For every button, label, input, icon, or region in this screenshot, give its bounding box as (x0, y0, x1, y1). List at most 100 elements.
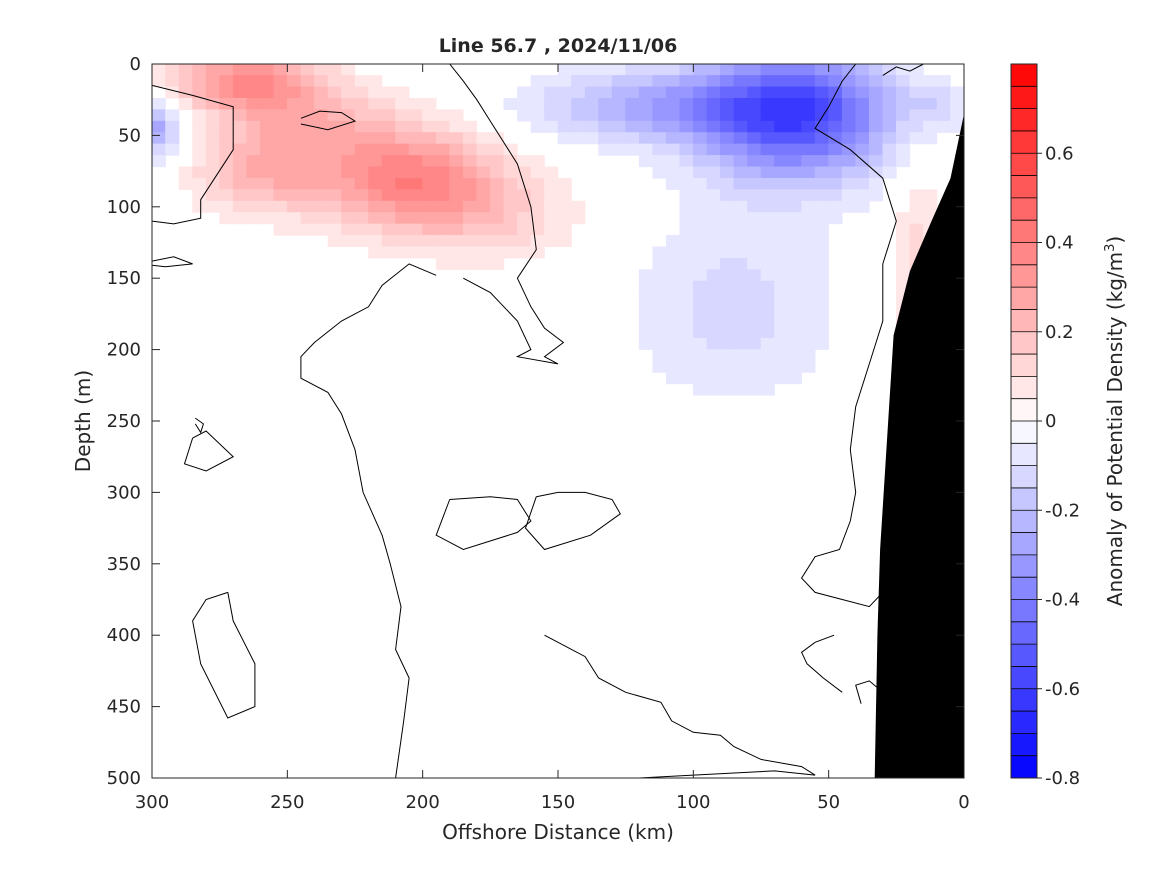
field-cell (720, 86, 735, 99)
field-cell (801, 315, 816, 328)
field-cell (706, 326, 721, 339)
field-cell (314, 86, 329, 99)
field-cell (801, 280, 816, 293)
field-cell (882, 86, 897, 99)
field-cell (787, 292, 802, 305)
field-cell (679, 86, 694, 99)
field-cell (693, 166, 708, 179)
field-cell (747, 372, 762, 385)
field-cell (544, 109, 559, 122)
field-cell (219, 189, 234, 202)
field-cell (462, 235, 478, 248)
field-cell (341, 64, 356, 76)
field-cell (395, 120, 410, 133)
field-cell (747, 189, 762, 202)
field-cell (611, 120, 626, 133)
field-cell (354, 235, 369, 248)
field-cell (327, 212, 342, 225)
field-cell (178, 75, 193, 88)
field-cell (517, 86, 532, 99)
field-cell (341, 212, 356, 225)
field-cell (273, 212, 288, 225)
field-cell (665, 86, 681, 99)
field-cell (814, 337, 829, 350)
field-cell (896, 269, 911, 282)
field-cell (747, 360, 762, 373)
field-cell (287, 64, 302, 76)
field-cell (273, 155, 288, 168)
field-cell (679, 269, 694, 282)
field-cell (232, 155, 248, 168)
field-cell (341, 223, 356, 236)
colorbar-band (1011, 711, 1037, 734)
field-cell (760, 189, 775, 202)
field-cell (611, 86, 626, 99)
x-tick-label: 300 (135, 792, 169, 813)
colorbar-band (1011, 755, 1037, 778)
field-cell (747, 246, 762, 259)
colorbar-label: Anomaly of Potential Density (kg/m3) (1103, 236, 1127, 606)
field-cell (287, 143, 302, 156)
field-cell (557, 223, 572, 236)
field-cell (774, 360, 789, 373)
field-cell (760, 97, 775, 110)
field-cell (720, 75, 735, 88)
field-cell (232, 200, 248, 213)
field-cell (192, 166, 207, 179)
field-cell (896, 86, 911, 99)
field-cell (868, 143, 884, 156)
field-cell (801, 189, 816, 202)
field-cell (354, 223, 369, 236)
field-cell (314, 97, 329, 110)
field-cell (368, 246, 383, 259)
field-cell (368, 223, 383, 236)
field-cell (611, 75, 626, 88)
field-cell (787, 166, 802, 179)
field-cell (760, 75, 775, 88)
field-cell (165, 132, 180, 145)
field-cell (652, 280, 667, 293)
field-cell (760, 166, 775, 179)
field-cell (327, 200, 342, 213)
field-cell (841, 155, 857, 168)
field-cell (774, 315, 789, 328)
field-cell (679, 132, 694, 145)
field-cell (774, 257, 789, 270)
field-cell (720, 292, 735, 305)
field-cell (571, 75, 586, 88)
colorbar-band (1011, 599, 1037, 622)
field-cell (855, 109, 870, 122)
field-cell (395, 223, 410, 236)
field-cell (408, 143, 423, 156)
field-cell (381, 97, 396, 110)
field-cell (638, 109, 654, 122)
field-cell (530, 86, 545, 99)
field-cell (909, 86, 924, 99)
field-cell (774, 223, 789, 236)
field-cell (787, 223, 802, 236)
field-cell (787, 246, 802, 259)
field-cell (693, 86, 708, 99)
field-cell (828, 166, 843, 179)
field-cell (395, 109, 410, 122)
field-cell (300, 120, 315, 133)
field-cell (219, 212, 234, 225)
field-cell (625, 143, 640, 156)
plot-area: 300 250 200 150 100 50 0 050100150200250300350… (107, 54, 970, 813)
colorbar-tick-label: -0.4 (1045, 590, 1080, 611)
field-cell (557, 64, 572, 76)
field-cell (801, 132, 816, 145)
field-cell (720, 360, 735, 373)
field-cell (787, 235, 802, 248)
field-cell (909, 235, 924, 248)
field-cell (152, 64, 166, 76)
field-cell (841, 132, 857, 145)
field-cell (192, 97, 207, 110)
field-cell (557, 189, 572, 202)
field-cell (178, 64, 193, 76)
field-cell (679, 235, 694, 248)
field-cell (733, 143, 748, 156)
colorbar-band (1011, 443, 1037, 466)
field-cell (747, 75, 762, 88)
field-cell (571, 120, 586, 133)
